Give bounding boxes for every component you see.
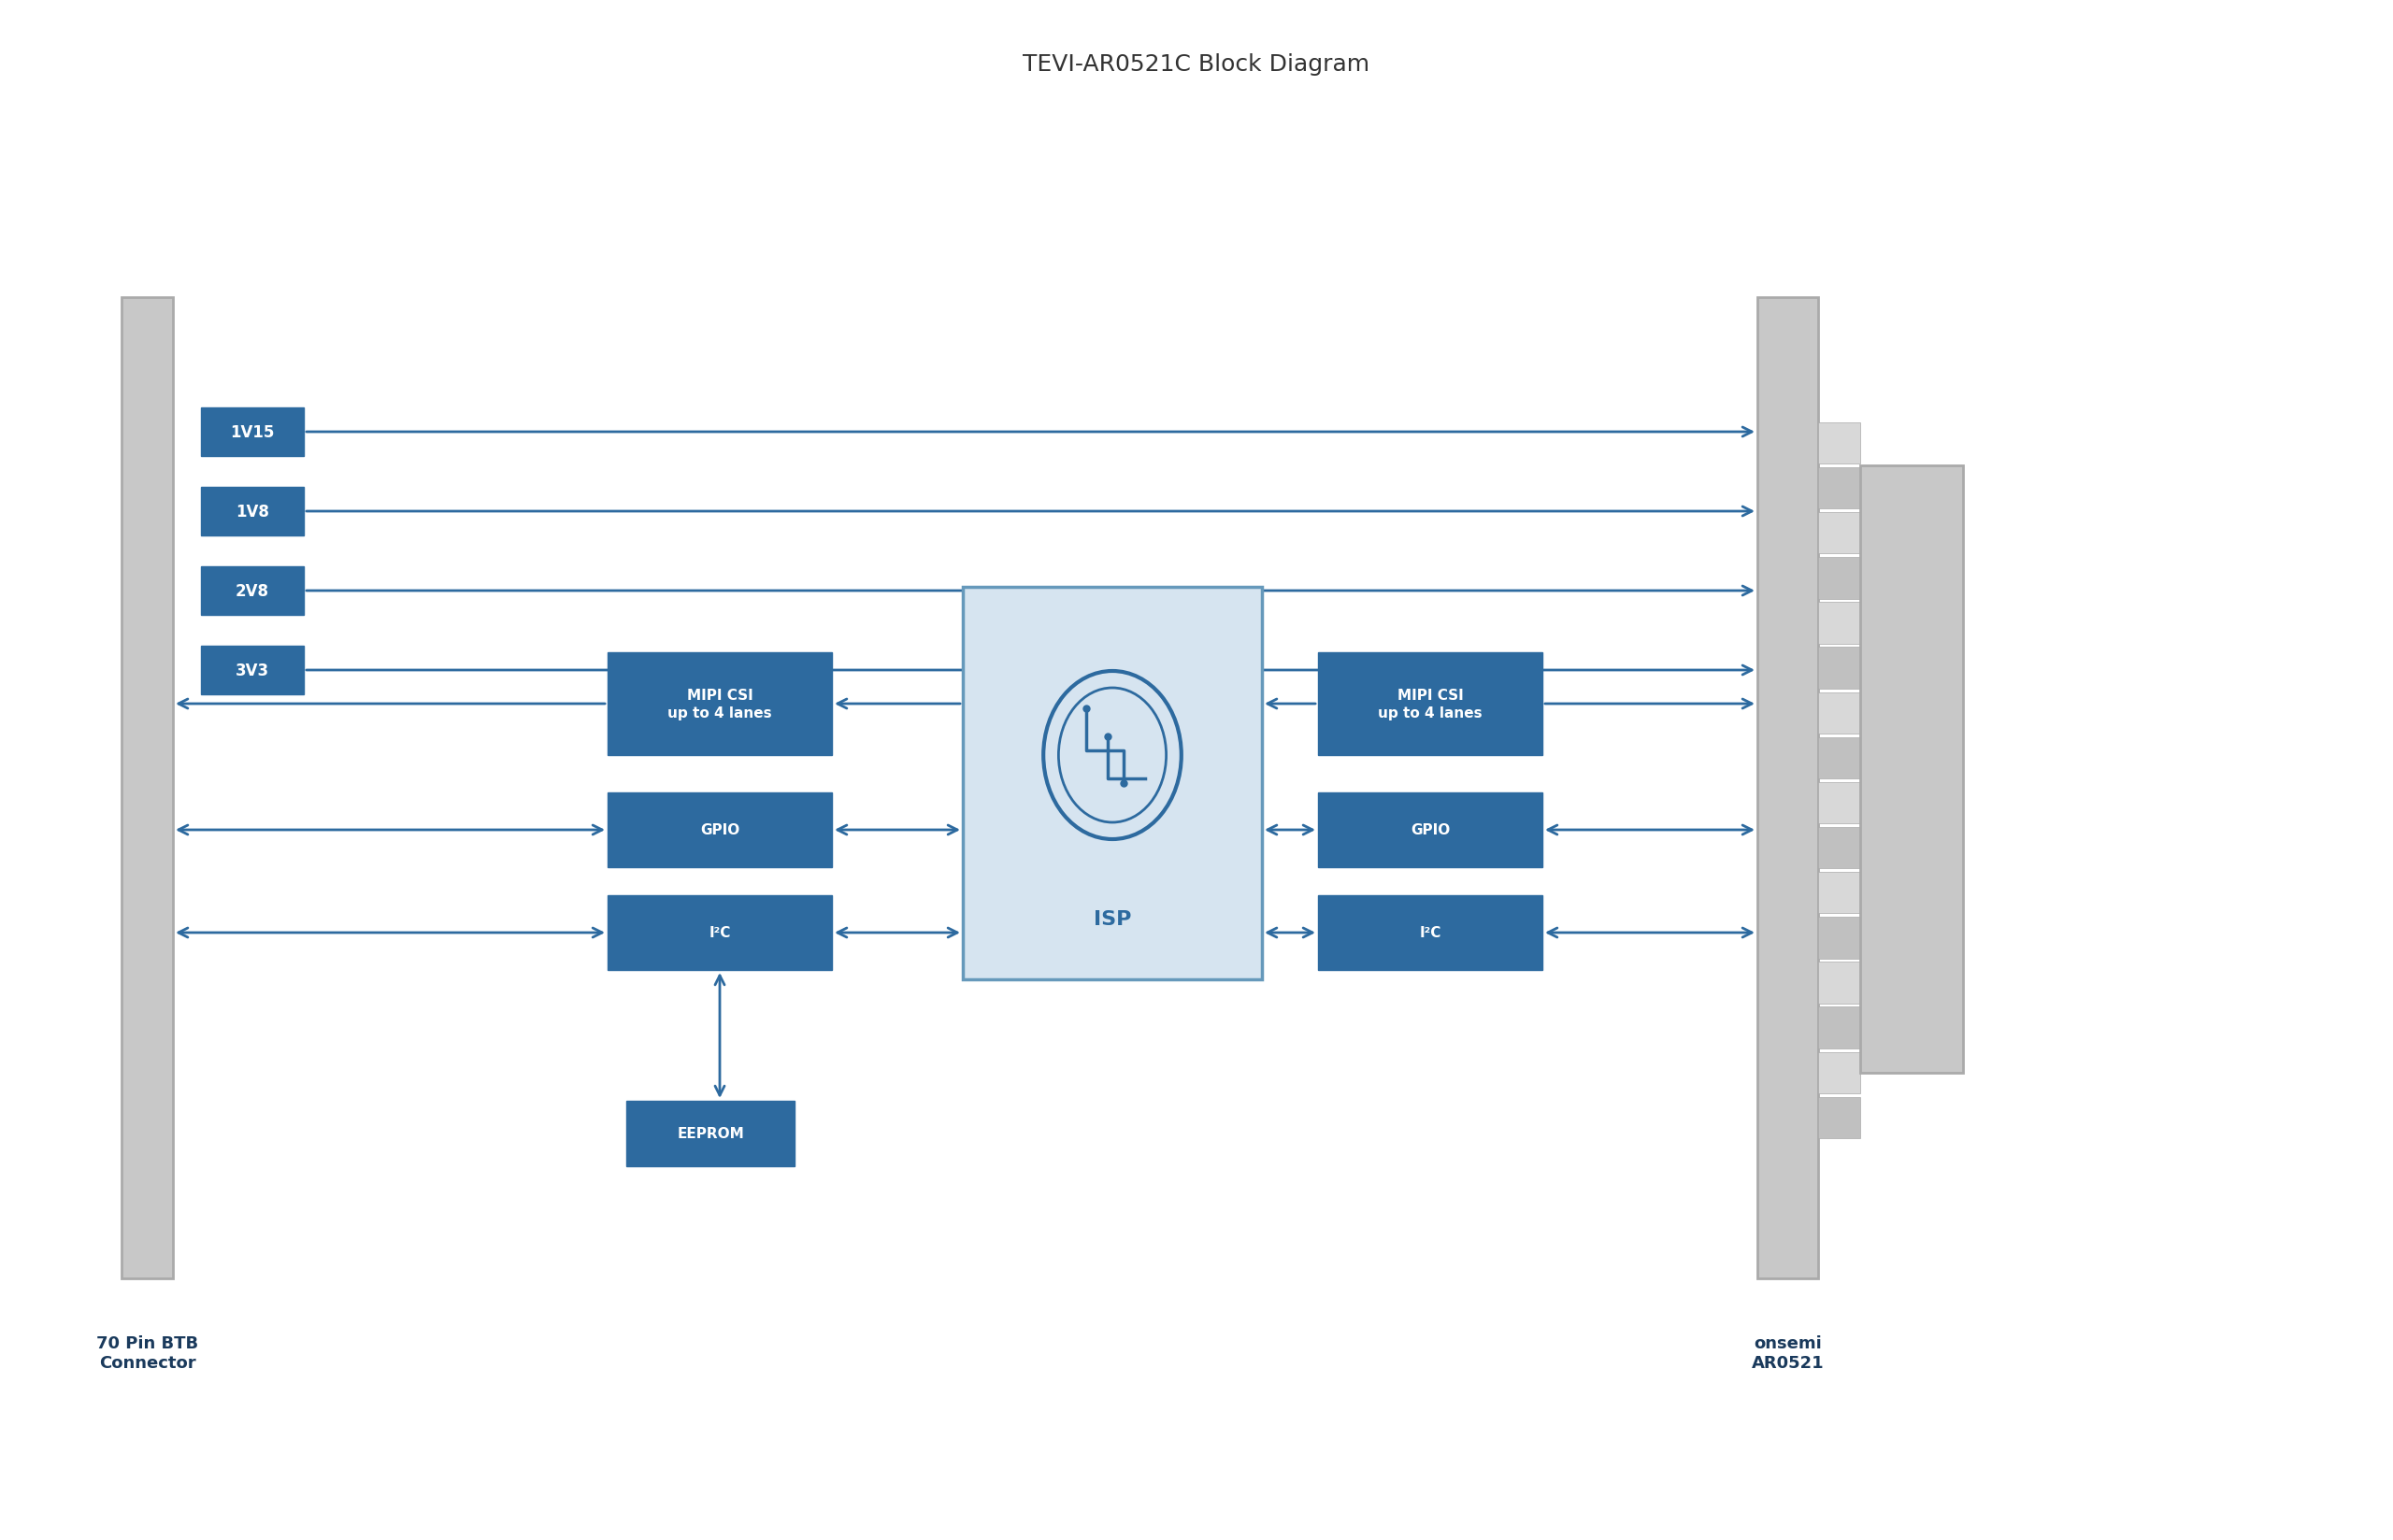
FancyBboxPatch shape (1319, 793, 1543, 867)
Text: 2V8: 2V8 (235, 582, 268, 599)
FancyBboxPatch shape (1819, 1096, 1859, 1138)
FancyBboxPatch shape (608, 653, 833, 756)
FancyBboxPatch shape (1756, 297, 1819, 1278)
FancyBboxPatch shape (1819, 738, 1859, 779)
Text: 1V8: 1V8 (235, 504, 268, 521)
FancyBboxPatch shape (122, 297, 172, 1278)
FancyBboxPatch shape (1819, 962, 1859, 1004)
Text: GPIO: GPIO (701, 824, 739, 838)
FancyBboxPatch shape (962, 587, 1261, 979)
FancyBboxPatch shape (1819, 513, 1859, 554)
Text: ISP: ISP (1094, 910, 1132, 929)
Text: GPIO: GPIO (1409, 824, 1450, 838)
FancyBboxPatch shape (1819, 693, 1859, 735)
Text: MIPI CSI
up to 4 lanes: MIPI CSI up to 4 lanes (668, 688, 773, 719)
FancyBboxPatch shape (1819, 557, 1859, 599)
Text: I²C: I²C (1419, 926, 1441, 939)
FancyBboxPatch shape (1819, 468, 1859, 510)
FancyBboxPatch shape (1819, 602, 1859, 644)
FancyBboxPatch shape (201, 408, 304, 457)
FancyBboxPatch shape (627, 1101, 794, 1166)
Text: 1V15: 1V15 (230, 424, 275, 440)
Text: EEPROM: EEPROM (677, 1127, 744, 1141)
Text: onsemi
AR0521: onsemi AR0521 (1752, 1335, 1823, 1371)
FancyBboxPatch shape (1819, 872, 1859, 913)
Text: I²C: I²C (708, 926, 730, 939)
FancyBboxPatch shape (1819, 918, 1859, 958)
FancyBboxPatch shape (1819, 424, 1859, 464)
Text: TEVI-AR0521C Block Diagram: TEVI-AR0521C Block Diagram (1024, 54, 1369, 75)
Text: 70 Pin BTB
Connector: 70 Pin BTB Connector (96, 1335, 199, 1371)
Text: 3V3: 3V3 (235, 662, 270, 679)
FancyBboxPatch shape (1319, 896, 1543, 970)
FancyBboxPatch shape (1319, 653, 1543, 756)
FancyBboxPatch shape (608, 793, 833, 867)
FancyBboxPatch shape (201, 567, 304, 616)
FancyBboxPatch shape (201, 488, 304, 536)
FancyBboxPatch shape (201, 647, 304, 695)
FancyBboxPatch shape (608, 896, 833, 970)
FancyBboxPatch shape (1819, 1052, 1859, 1093)
FancyBboxPatch shape (1819, 1007, 1859, 1049)
Text: MIPI CSI
up to 4 lanes: MIPI CSI up to 4 lanes (1378, 688, 1481, 719)
FancyBboxPatch shape (1859, 467, 1962, 1073)
FancyBboxPatch shape (1819, 827, 1859, 869)
FancyBboxPatch shape (1819, 782, 1859, 824)
FancyBboxPatch shape (1819, 648, 1859, 688)
